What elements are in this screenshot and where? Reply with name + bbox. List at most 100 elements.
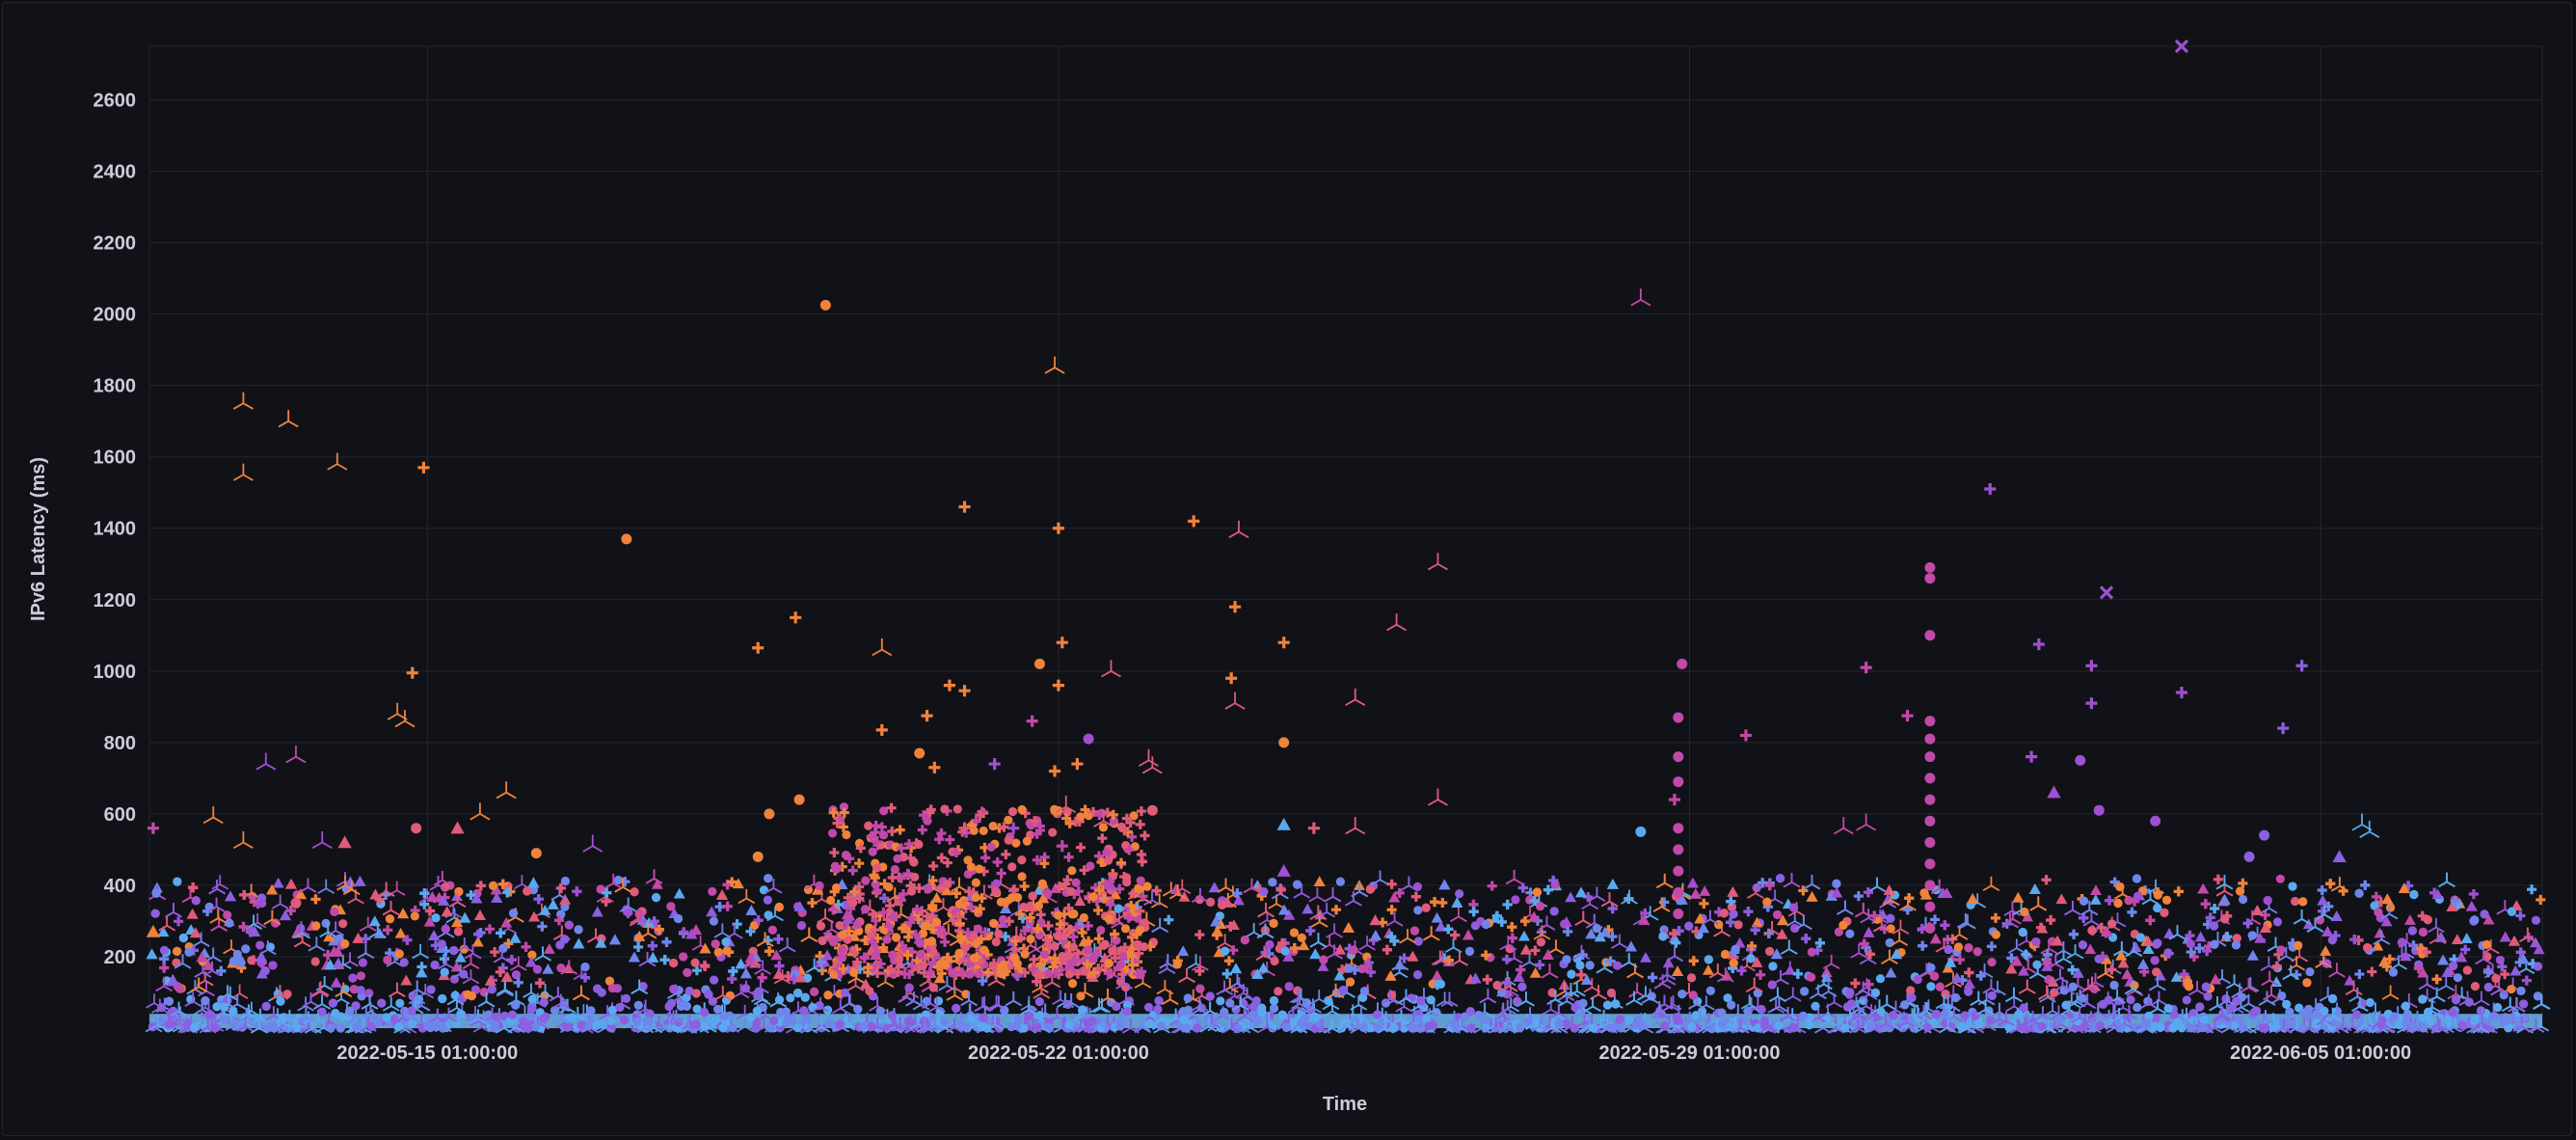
cloud-point (2152, 939, 2161, 949)
cloud-point (822, 1005, 833, 1015)
cloud-point (1919, 888, 1929, 898)
cloud-point (527, 994, 537, 1004)
cloud-point (765, 879, 783, 894)
cloud-point (527, 877, 540, 888)
cloud-point (713, 1004, 723, 1015)
cloud-point (2209, 921, 2219, 931)
cloud-point (1549, 907, 1559, 916)
cloud-point (1548, 875, 1559, 885)
cloud-point (1991, 930, 2001, 939)
cloud-point (449, 945, 459, 956)
cloud-point (746, 1013, 756, 1022)
cloud-point (1659, 897, 1670, 908)
cloud-point (722, 901, 733, 911)
scatter-chart: 2004006008001000120014001600180020002200… (28, 39, 2551, 1115)
cloud-point (633, 1000, 643, 1010)
cloud-point (1963, 978, 1975, 989)
cloud-point (774, 902, 784, 912)
cloud-point (509, 932, 522, 943)
cloud-point (549, 987, 567, 1002)
cloud-point (437, 954, 455, 970)
cloud-point (645, 869, 663, 884)
cloud-point (1721, 969, 1733, 981)
cloud-point (1850, 943, 1868, 959)
cloud-point (706, 906, 718, 917)
cloud-point (261, 1001, 271, 1011)
cloud-point (164, 996, 174, 1006)
cloud-point (2315, 953, 2332, 968)
cloud-point (2428, 917, 2445, 934)
cloud-point (1205, 897, 1216, 907)
cloud-point (2052, 935, 2064, 946)
cloud-point (1769, 987, 1786, 1002)
cloud-point (402, 935, 413, 945)
cloud-point (638, 951, 657, 967)
cloud-point (764, 874, 773, 883)
cloud-point (778, 937, 796, 953)
cloud-point (1280, 946, 1290, 956)
cloud-point (716, 889, 729, 900)
cloud-point (1568, 982, 1586, 997)
cloud-point (840, 993, 858, 1010)
cloud-point (629, 911, 647, 927)
cloud-point (1210, 915, 1222, 927)
cloud-point (951, 877, 968, 893)
cloud-point (2220, 914, 2230, 924)
cloud-point (1424, 1020, 1434, 1031)
cloud-point (809, 987, 819, 996)
cloud-point (1810, 984, 1827, 1000)
cloud-point (2242, 918, 2253, 929)
cloud-point (247, 956, 256, 965)
cloud-point (1976, 1000, 1995, 1016)
cloud-point (2293, 909, 2311, 925)
cloud-point (2398, 933, 2416, 948)
cloud-point (2068, 929, 2080, 939)
cloud-point (1313, 1018, 1331, 1034)
cloud-point (424, 906, 436, 916)
cloud-point (1865, 1022, 1875, 1032)
cloud-point (220, 1015, 229, 1024)
cloud-point (1493, 1006, 1512, 1021)
cloud-point (1704, 955, 1713, 964)
cloud-point (1277, 1010, 1287, 1019)
cloud-point (1464, 946, 1475, 956)
cloud-point (2130, 981, 2139, 991)
cloud-point (1653, 974, 1672, 990)
cloud-point (1658, 932, 1668, 941)
cloud-point (1297, 1018, 1307, 1027)
cloud-point (2133, 1002, 2142, 1013)
cloud-point (553, 1009, 572, 1024)
cloud-point (2381, 985, 2400, 1000)
cloud-point (263, 909, 282, 926)
cloud-point (2020, 907, 2029, 917)
cloud-point (1588, 886, 1606, 902)
cloud-point (732, 878, 744, 889)
cloud-point (2441, 966, 2454, 977)
cloud-point (495, 966, 506, 977)
cloud-point (728, 1023, 738, 1033)
cloud-point (1310, 912, 1328, 928)
cloud-point (336, 876, 354, 891)
cloud-point (1240, 936, 1249, 945)
cloud-point (2153, 903, 2162, 913)
cloud-point (2458, 991, 2477, 1006)
cloud-point (1037, 892, 1050, 904)
cloud-point (438, 993, 447, 1004)
cloud-point (1736, 965, 1747, 976)
cloud-point (2470, 1016, 2480, 1025)
cloud-point (683, 967, 692, 978)
cloud-point (2008, 938, 2026, 954)
cloud-point (2533, 994, 2550, 1010)
cloud-point (2413, 964, 2424, 974)
cloud-point (184, 991, 202, 1007)
cloud-point (2260, 956, 2278, 971)
cloud-point (2089, 1006, 2107, 1022)
cloud-point (1560, 916, 1572, 927)
cloud-point (1950, 972, 1963, 983)
cloud-point (619, 1016, 630, 1025)
cloud-point (1193, 1023, 1202, 1033)
cloud-point (487, 985, 496, 994)
cloud-point (711, 1016, 720, 1025)
cloud-point (1445, 1010, 1463, 1026)
